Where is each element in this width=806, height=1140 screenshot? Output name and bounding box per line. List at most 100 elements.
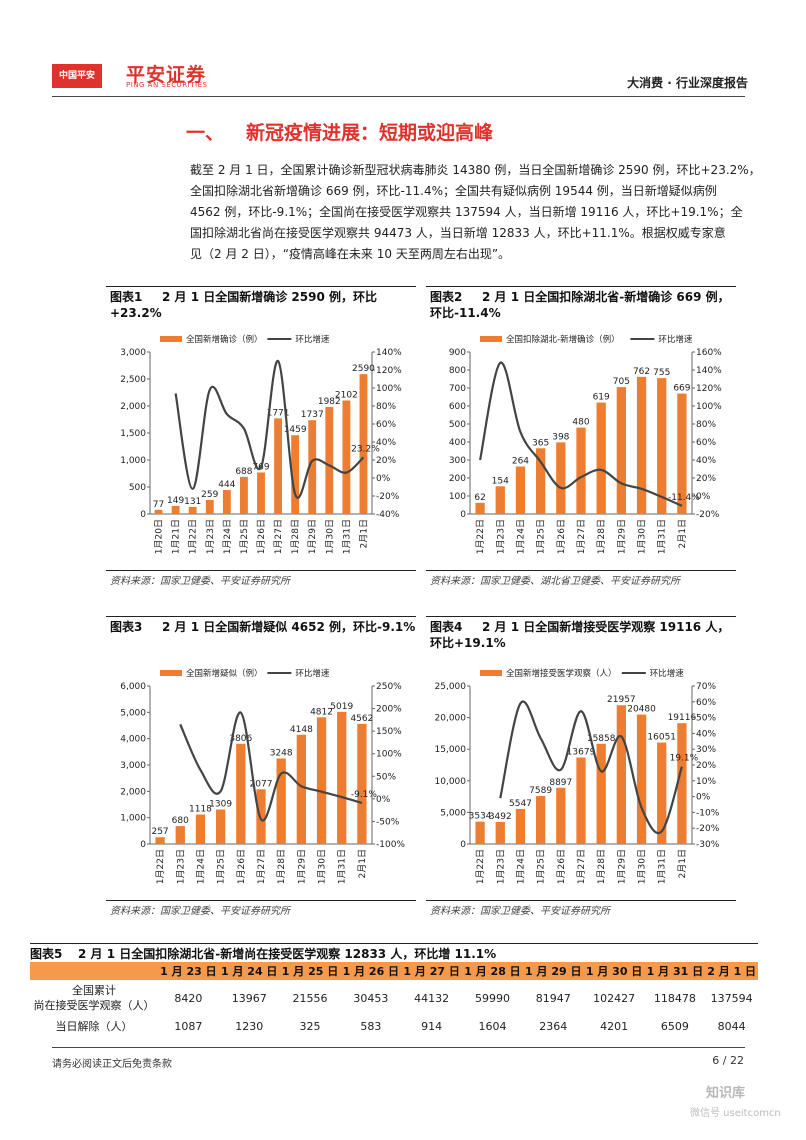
bar-value-label: 4562	[350, 714, 373, 724]
x-tick-label: 1月23日	[495, 849, 506, 884]
bar	[515, 466, 526, 514]
line-end-label: -11.4%	[668, 493, 700, 503]
left-tick-label: 10,000	[435, 777, 467, 787]
figure-1-top-rule	[106, 286, 416, 287]
x-tick-label: 1月24日	[222, 519, 233, 554]
left-tick-label: 2,000	[120, 402, 146, 412]
figure-4-source: 资料来源：国家卫健委、平安证券研究所	[430, 906, 610, 917]
legend-bar-swatch	[480, 670, 502, 676]
x-tick-label: 1月31日	[337, 849, 348, 884]
x-tick-label: 1月25日	[216, 849, 227, 884]
x-tick-label: 1月25日	[536, 849, 547, 884]
x-tick-label: 1月28日	[290, 519, 301, 554]
bar	[616, 705, 627, 844]
growth-line	[174, 359, 365, 499]
figure-4-title-line-2: 环比+19.1%	[430, 636, 506, 650]
bar-value-label: 131	[184, 497, 201, 507]
left-tick-label: 0	[140, 840, 146, 850]
right-tick-label: 80%	[376, 402, 396, 412]
table-row: 全国累计 尚在接受医学观察（人） 8420 13967 21556 30453 4…	[30, 980, 758, 1016]
right-tick-label: 100%	[376, 750, 402, 760]
watermark-name: 知识库	[706, 1086, 746, 1101]
bar	[616, 387, 627, 514]
bar	[677, 393, 687, 514]
bar-value-label: 3492	[489, 812, 512, 822]
figure-2-title-line-2: 环比-11.4%	[430, 306, 501, 320]
table-cell: 583	[360, 1019, 382, 1033]
bar-value-label: 154	[492, 476, 509, 486]
bar	[296, 734, 307, 844]
right-tick-label: 100%	[376, 384, 402, 394]
figure-1-title-line: 2 月 1 日全国新增确诊 2590 例，环比+23.2%	[110, 290, 377, 320]
right-tick-label: 30%	[696, 745, 716, 755]
table-cell: 8044	[717, 1019, 746, 1033]
intro-paragraph: 截至 2 月 1 日，全国累计确诊新型冠状病毒肺炎 14380 例，当日全国新增…	[190, 160, 761, 265]
right-tick-label: 20%	[696, 474, 716, 484]
footer-divider	[52, 1047, 745, 1048]
table-cell: 1604	[478, 1019, 507, 1033]
bar-value-label: 149	[167, 496, 184, 506]
table-header-corner	[30, 962, 158, 980]
bar	[576, 427, 586, 514]
right-tick-label: 250%	[376, 682, 402, 692]
bar	[154, 509, 163, 514]
paragraph-line: 国扣除湖北省尚在接受医学观察共 94473 人，当日新增 12833 人，环比+…	[190, 226, 726, 240]
x-tick-label: 1月22日	[188, 519, 199, 554]
left-tick-label: 800	[449, 366, 466, 376]
paragraph-line: 全国扣除湖北省新增确诊 669 例，环比-11.4%；全国共有疑似病例 1954…	[190, 184, 717, 198]
x-tick-label: 1月24日	[515, 519, 526, 554]
x-tick-label: 1月24日	[195, 849, 206, 884]
section-title: 一、 新冠疫情进展：短期或迎高峰	[186, 118, 493, 145]
right-tick-label: -30%	[696, 840, 720, 850]
left-tick-label: 700	[449, 384, 466, 394]
legend-bar-swatch	[160, 670, 182, 676]
left-tick-label: 2,500	[120, 375, 146, 385]
section-number: 一、	[186, 122, 225, 144]
bar-value-label: 1118	[189, 805, 212, 815]
x-tick-label: 1月22日	[475, 849, 486, 884]
bar-value-label: 444	[218, 480, 235, 490]
bar-value-label: 8897	[549, 778, 572, 788]
figure-1-title: 图表1 2 月 1 日全国新增确诊 2590 例，环比+23.2%	[110, 289, 420, 321]
bar-value-label: 3248	[270, 748, 293, 758]
table-header-row: 1 月 23 日 1 月 24 日 1 月 25 日 1 月 26 日 1 月 …	[30, 962, 758, 980]
x-tick-label: 1月21日	[171, 519, 182, 554]
bar	[677, 723, 687, 844]
table-5-label: 图表5	[30, 947, 63, 961]
bar	[222, 490, 231, 514]
paragraph-line: 见（2 月 2 日），“疫情高峰在未来 10 天至两周左右出现”。	[190, 247, 511, 261]
x-tick-label: 1月29日	[616, 519, 627, 554]
x-tick-label: 1月24日	[515, 849, 526, 884]
right-tick-label: 70%	[696, 682, 716, 692]
right-tick-label: -20%	[376, 492, 400, 502]
bar	[337, 711, 347, 844]
legend-bar-swatch	[160, 336, 182, 342]
left-tick-label: 500	[449, 420, 466, 430]
left-tick-label: 25,000	[435, 682, 467, 692]
left-tick-label: 600	[449, 402, 466, 412]
left-tick-label: 900	[449, 348, 466, 358]
bar-value-label: 688	[235, 467, 252, 477]
right-tick-label: 0%	[696, 492, 711, 502]
table-cell: 118478	[653, 991, 696, 1005]
bar	[556, 787, 566, 844]
right-tick-label: 20%	[376, 456, 396, 466]
x-tick-label: 1月22日	[155, 849, 166, 884]
x-tick-label: 2月1日	[358, 519, 369, 548]
x-tick-label: 1月28日	[276, 849, 287, 884]
bar	[359, 374, 368, 514]
left-tick-label: 4,000	[120, 735, 146, 745]
line-end-label: -9.1%	[351, 790, 378, 800]
table-header-cell: 1 月 31 日	[644, 962, 706, 980]
bar-value-label: 2102	[335, 390, 358, 400]
right-tick-label: 0%	[696, 793, 711, 803]
right-tick-label: -100%	[376, 840, 405, 850]
bar-value-label: 2590	[352, 364, 375, 374]
left-tick-label: 2,000	[120, 787, 146, 797]
figure-4-label: 图表4	[430, 620, 463, 634]
x-tick-label: 1月29日	[307, 519, 318, 554]
bar-value-label: 16051	[647, 733, 676, 743]
left-tick-label: 1,500	[120, 429, 146, 439]
bar-value-label: 15858	[587, 734, 616, 744]
bar	[576, 757, 586, 844]
